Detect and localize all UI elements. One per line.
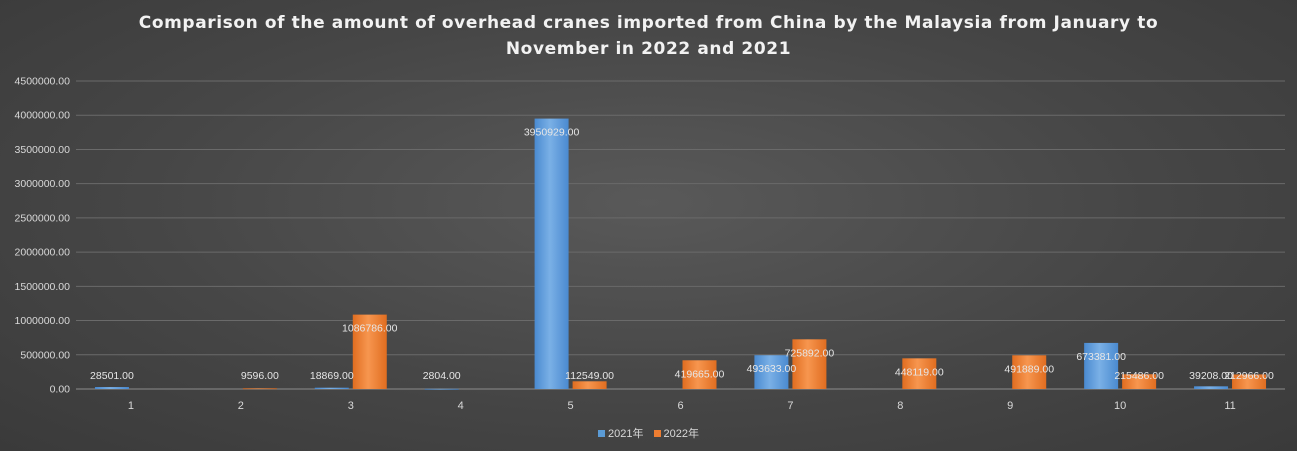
y-tick-label: 3500000.00: [15, 144, 71, 156]
data-label-2021-1: 28501.00: [90, 370, 134, 382]
x-tick-label: 1: [128, 400, 134, 412]
x-axis-tick-labels: 1 2 3 4 5 6 7 8 9 10 11: [128, 400, 1236, 412]
bar-2021-10: [1084, 342, 1119, 389]
legend-label-2022: 2022年: [663, 428, 699, 440]
data-label-2021-11: 39208.00: [1189, 370, 1233, 382]
data-labels: 28501.00 9596.00 18869.00 1086786.00 2804.00…: [90, 127, 1274, 382]
x-tick-label: 3: [348, 400, 354, 412]
bar-2022-3: [352, 314, 387, 389]
data-label-2021-4: 2804.00: [423, 370, 461, 382]
bar-2021-5: [534, 118, 569, 389]
bar-2022-2: [242, 388, 277, 390]
x-tick-label: 9: [1007, 400, 1013, 412]
x-tick-label: 4: [458, 400, 464, 412]
y-axis-tick-labels: 0.00 500000.00 1000000.00 1500000.00 2000000…: [15, 76, 71, 396]
x-tick-label: 5: [568, 400, 574, 412]
bars: [94, 118, 1267, 390]
y-tick-label: 4500000.00: [15, 76, 71, 88]
data-label-2022-2: 9596.00: [241, 370, 279, 382]
data-label-2022-11: 212966.00: [1224, 370, 1274, 382]
gridlines: [76, 80, 1285, 390]
bar-2021-1: [94, 387, 129, 389]
x-tick-label: 8: [897, 400, 903, 412]
x-tick-label: 7: [787, 400, 793, 412]
bar-2021-3: [314, 387, 349, 389]
data-label-2022-9: 491889.00: [1004, 363, 1054, 375]
legend-label-2021: 2021年: [608, 428, 644, 440]
chart-title-line-1: Comparison of the amount of overhead cra…: [138, 13, 1159, 33]
bar-2022-6: [682, 360, 717, 389]
data-label-2022-10: 215486.00: [1114, 370, 1164, 382]
bar-2022-11: [1232, 374, 1267, 389]
y-tick-label: 2000000.00: [15, 247, 71, 259]
y-tick-label: 500000.00: [20, 349, 70, 361]
bar-2022-10: [1122, 374, 1157, 389]
bar-2022-5: [572, 381, 607, 389]
chart-title: Comparison of the amount of overhead cra…: [0, 10, 1297, 62]
legend-swatch-2022: [653, 429, 661, 437]
y-tick-label: 0.00: [50, 384, 71, 396]
y-tick-label: 1500000.00: [15, 281, 71, 293]
bar-2021-7: [754, 355, 789, 389]
y-tick-label: 2500000.00: [15, 212, 71, 224]
data-label-2021-7: 493633.00: [747, 363, 797, 375]
bar-2022-8: [902, 358, 937, 389]
chart-title-line-2: November in 2022 and 2021: [505, 39, 792, 59]
data-label-2022-3: 1086786.00: [342, 323, 398, 335]
y-tick-label: 4000000.00: [15, 110, 71, 122]
data-label-2021-3: 18869.00: [310, 370, 354, 382]
legend-swatch-2021: [598, 429, 606, 437]
legend: 2021年 2022年: [0, 425, 1297, 441]
x-tick-label: 10: [1114, 400, 1126, 412]
data-label-2021-10: 673381.00: [1076, 351, 1126, 363]
x-tick-label: 2: [238, 400, 244, 412]
data-label-2022-6: 419665.00: [675, 368, 725, 380]
legend-item-2022: 2022年: [653, 425, 699, 441]
x-tick-label: 11: [1224, 400, 1235, 412]
bar-2022-9: [1012, 355, 1047, 389]
y-tick-label: 3000000.00: [15, 178, 71, 190]
data-label-2022-5: 112549.00: [565, 370, 614, 382]
data-label-2022-7: 725892.00: [785, 347, 835, 359]
x-tick-label: 6: [677, 400, 683, 412]
bar-2021-11: [1194, 386, 1229, 389]
legend-item-2021: 2021年: [598, 425, 644, 441]
bar-2021-4: [424, 388, 459, 390]
data-label-2022-8: 448119.00: [895, 366, 944, 378]
y-tick-label: 1000000.00: [15, 315, 71, 327]
data-label-2021-5: 3950929.00: [524, 127, 580, 139]
bar-2022-7: [792, 339, 827, 389]
